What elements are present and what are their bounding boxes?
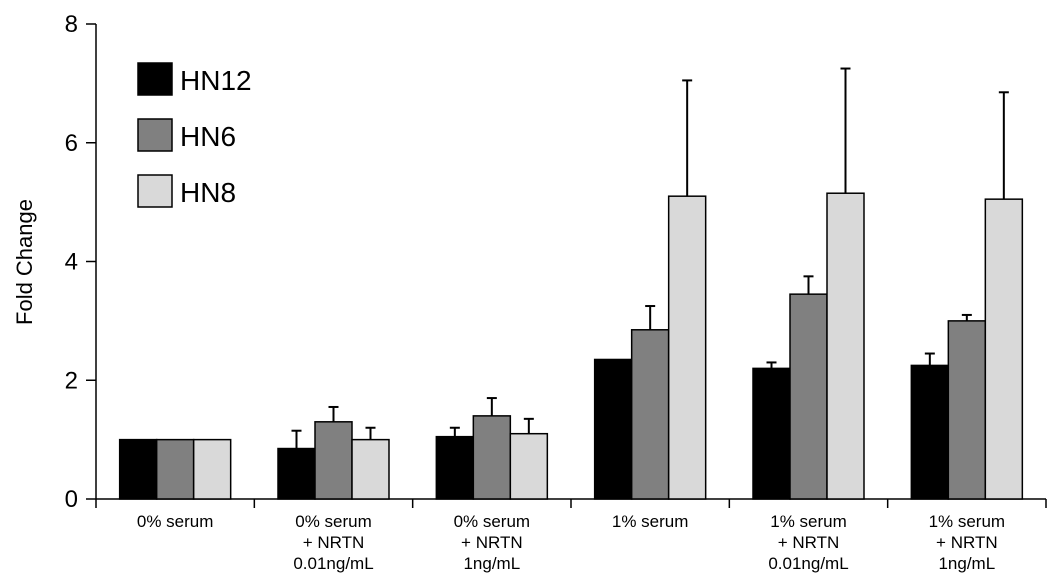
- bar-hn12: [910, 364, 950, 500]
- x-axis: 0% serum 0% serum + NRTN 0.01ng/mL 0% serum +…: [95, 498, 1047, 573]
- bar-hn12: [435, 435, 475, 500]
- y-tick-label: 0: [65, 486, 78, 513]
- bar-hn8: [667, 195, 707, 500]
- bar-hn12: [593, 358, 633, 500]
- bar-hn8: [509, 432, 549, 500]
- y-tick-label: 4: [65, 249, 78, 276]
- bars: [118, 67, 1024, 500]
- bar-hn6: [789, 293, 828, 500]
- bar-hn8: [984, 198, 1024, 500]
- bar-hn6: [630, 329, 670, 500]
- y-tick-label: 6: [65, 130, 78, 157]
- bar-hn6: [155, 438, 195, 500]
- x-category-label: 0% serum: [137, 512, 214, 531]
- bar-hn12: [118, 438, 158, 500]
- legend-swatch-hn8: [137, 174, 173, 208]
- x-category-label: 0% serum + NRTN 1ng/mL: [454, 512, 531, 573]
- x-category-label: 1% serum: [612, 512, 689, 531]
- bar-hn8: [192, 438, 232, 500]
- legend-swatch-hn12: [137, 62, 173, 96]
- bar-hn6: [947, 320, 987, 500]
- legend-swatch-hn6: [137, 118, 173, 152]
- x-category-label: 1% serum + NRTN 1ng/mL: [929, 512, 1006, 573]
- bar-hn8: [351, 438, 390, 500]
- y-tick-label: 2: [65, 367, 78, 394]
- x-category-label: 0% serum + NRTN 0.01ng/mL: [293, 512, 373, 573]
- x-category-label: 1% serum + NRTN 0.01ng/mL: [768, 512, 848, 573]
- bar-hn12: [752, 367, 791, 500]
- legend-label-hn6: HN6: [180, 121, 236, 152]
- bar-hn12: [277, 447, 316, 500]
- legend-label-hn12: HN12: [180, 65, 252, 96]
- legend-label-hn8: HN8: [180, 177, 236, 208]
- y-axis-title: Fold Change: [12, 199, 37, 325]
- bar-hn6: [314, 421, 353, 500]
- y-tick-label: 8: [65, 11, 78, 38]
- bar-hn8: [826, 192, 865, 500]
- bar-hn6: [472, 415, 512, 500]
- y-axis: 0 2 4 6 8: [65, 11, 97, 513]
- legend: HN12 HN6 HN8: [137, 62, 252, 208]
